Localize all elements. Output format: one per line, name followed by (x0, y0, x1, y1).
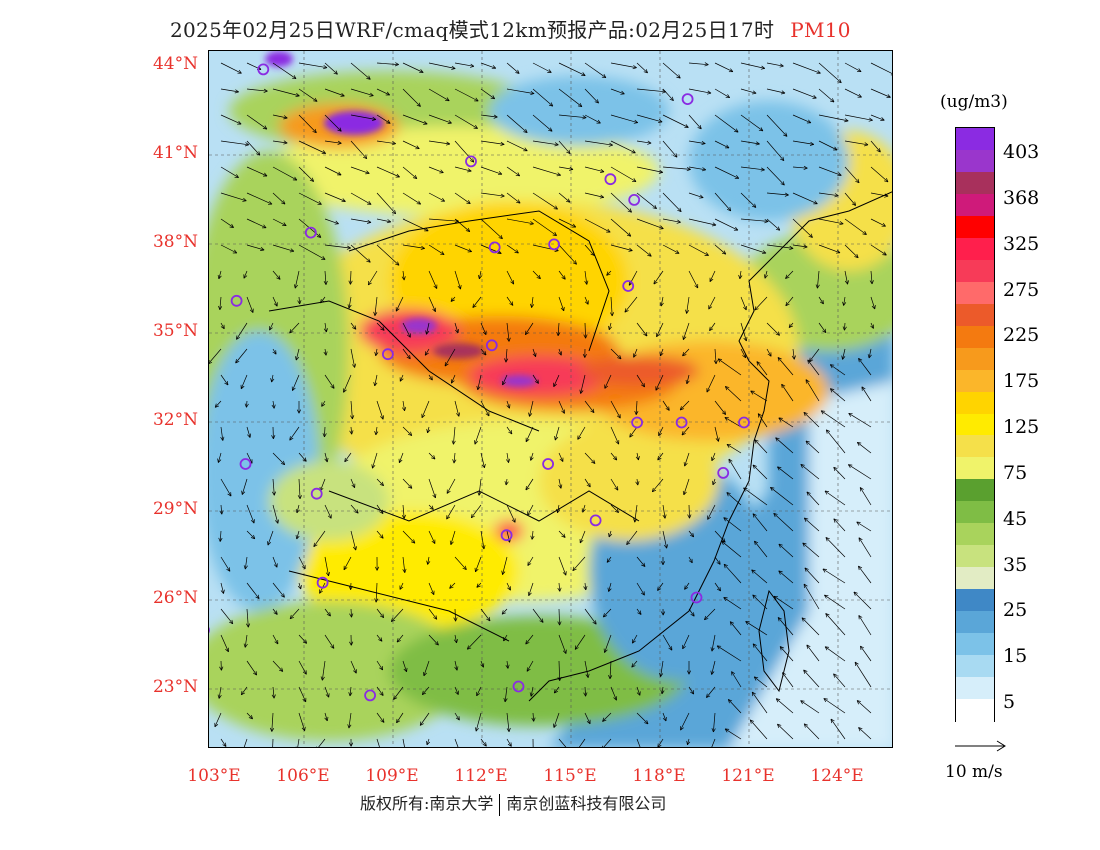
lon-label-109: 109°E (365, 766, 419, 786)
legend-label: 35 (1003, 553, 1028, 576)
city-station-marker (304, 226, 317, 239)
wind-reference-label: 10 m/s (945, 762, 1003, 782)
city-station-marker (628, 193, 641, 206)
city-station-marker (310, 487, 323, 500)
legend-label: 175 (1003, 370, 1040, 393)
legend-swatch (956, 215, 994, 239)
legend-label: 403 (1003, 141, 1040, 163)
legend-swatch (956, 633, 994, 656)
lon-label-118: 118°E (632, 766, 686, 786)
lon-label-121: 121°E (721, 766, 775, 786)
copyright-separator (499, 793, 501, 816)
city-station-marker (381, 348, 394, 361)
city-station-marker (738, 416, 750, 429)
lon-label-115: 115°E (543, 766, 597, 786)
lat-label-38: 38°N (152, 232, 198, 252)
city-station-marker (239, 458, 252, 470)
wind-reference-arrow-icon (955, 740, 1006, 752)
city-station-marker (675, 416, 688, 429)
legend-swatch (956, 347, 994, 371)
lon-label-124: 124°E (810, 766, 864, 786)
city-station-marker (622, 280, 635, 292)
city-station-marker (230, 294, 243, 307)
copyright-left: 版权所有:南京大学 (360, 794, 494, 813)
map-title: 2025年02月25日WRF/cmaq模式12km预报产品:02月25日17时 P… (170, 14, 851, 43)
city-station-marker (631, 416, 644, 429)
legend-label: 225 (1003, 324, 1040, 347)
lon-label-106: 106°E (276, 766, 330, 786)
legend-swatch (956, 259, 994, 283)
city-station-marker (257, 63, 270, 76)
city-station-marker (690, 591, 703, 604)
legend-swatch (956, 391, 994, 415)
legend-swatch (956, 369, 994, 393)
city-station-marker (364, 689, 377, 702)
legend-label: 368 (1003, 186, 1040, 209)
lat-label-26: 26°N (152, 588, 198, 608)
legend-label: 275 (1003, 278, 1040, 301)
legend-unit: (ug/m3) (940, 92, 1008, 112)
lat-label-41: 41°N (152, 143, 198, 163)
city-station-marker (465, 155, 477, 168)
legend-swatch (956, 325, 994, 349)
legend-swatch (956, 435, 994, 459)
legend-label: 15 (1003, 645, 1028, 668)
pm10-concentration-map (208, 50, 893, 748)
legend-swatch (956, 699, 994, 722)
copyright-right: 南京创蓝科技有限公司 (506, 794, 667, 813)
lat-label-32: 32°N (152, 410, 198, 430)
legend-swatch (956, 237, 994, 261)
legend-label: 75 (1003, 461, 1028, 484)
legend-label: 25 (1003, 599, 1028, 622)
color-legend (955, 127, 995, 722)
lat-label-23: 23°N (152, 677, 198, 697)
lon-label-103: 103°E (187, 766, 241, 786)
legend-swatch (956, 413, 994, 437)
city-station-marker (488, 241, 501, 254)
city-station-marker (717, 466, 730, 479)
legend-swatch (956, 501, 994, 524)
city-station-marker (681, 93, 694, 105)
city-station-marker (604, 173, 617, 186)
city-station-marker (589, 514, 602, 527)
legend-label: 45 (1003, 507, 1028, 530)
legend-swatch (956, 479, 994, 502)
city-station-marker (500, 529, 513, 542)
legend-swatch (956, 171, 994, 195)
legend-swatch (956, 128, 994, 151)
pollutant-label: PM10 (790, 18, 851, 42)
legend-swatch (956, 457, 994, 480)
legend-swatch (956, 193, 994, 217)
lon-label-112: 112°E (454, 766, 508, 786)
legend-label: 125 (1003, 416, 1040, 438)
boundaries (268, 191, 892, 702)
lat-label-44: 44°N (152, 54, 198, 74)
legend-label: 5 (1003, 691, 1016, 713)
lat-label-29: 29°N (152, 499, 198, 519)
map-canvas (209, 51, 892, 747)
city-station-marker (316, 576, 329, 589)
legend-swatch (956, 677, 994, 700)
legend-swatch (956, 303, 994, 327)
city-station-marker (542, 458, 555, 470)
city-station-marker (485, 339, 498, 352)
legend-swatch (956, 611, 994, 634)
legend-swatch (956, 589, 994, 612)
copyright: 版权所有:南京大学 南京创蓝科技有限公司 (360, 790, 666, 816)
legend-label: 325 (1003, 232, 1040, 255)
city-station-marker (548, 238, 561, 251)
city-station-marker (512, 680, 525, 693)
lat-label-35: 35°N (152, 321, 198, 341)
legend-swatch (956, 149, 994, 173)
legend-swatch (956, 545, 994, 568)
title-main: 2025年02月25日WRF/cmaq模式12km预报产品:02月25日17时 (170, 18, 775, 42)
legend-swatch (956, 655, 994, 678)
legend-swatch (956, 523, 994, 546)
legend-swatch (956, 567, 994, 590)
legend-swatch (956, 281, 994, 305)
concentration-field (209, 71, 892, 747)
wind-vectors (209, 62, 892, 747)
